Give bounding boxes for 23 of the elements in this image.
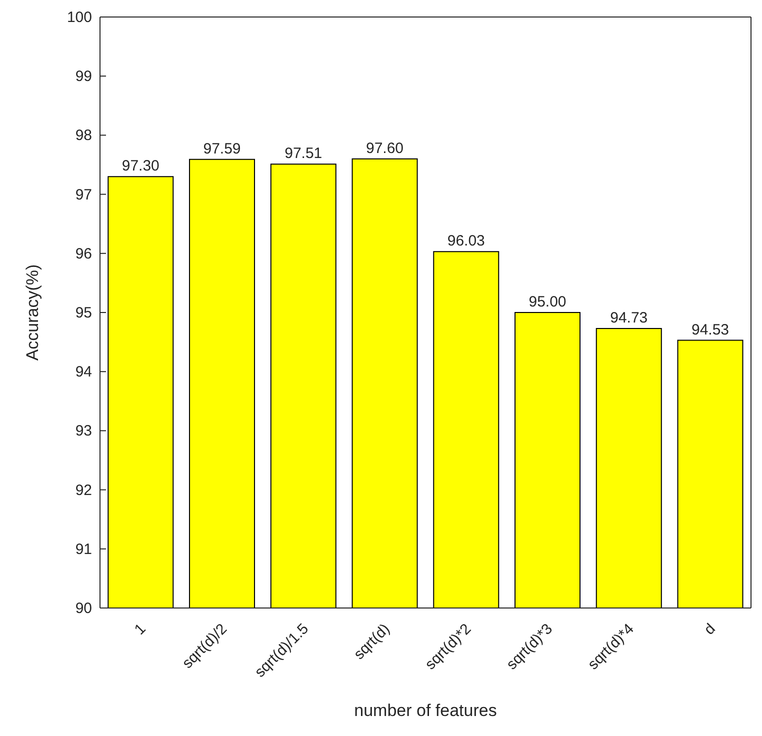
y-tick-label: 97 [75,186,92,204]
data-label: 97.59 [203,140,241,158]
y-tick-label: 92 [75,482,92,499]
x-tick-label: d [700,620,719,638]
x-axis-title: number of features [354,701,497,720]
data-label: 97.51 [284,145,322,162]
y-tick-label: 98 [75,127,92,144]
y-axis-title: Accuracy(%) [23,264,42,361]
y-tick-label: 95 [75,304,92,322]
data-label: 94.53 [691,321,730,338]
data-label: 97.30 [122,158,160,175]
y-tick-label: 100 [66,9,92,26]
x-tick-label: 1 [131,620,150,638]
y-tick-label: 93 [75,422,92,440]
y-tick-label: 91 [75,540,92,558]
y-tick-label: 90 [75,600,92,617]
y-tick-label: 96 [75,245,92,262]
data-label: 95.00 [528,294,566,310]
data-label: 97.60 [366,140,404,157]
y-tick-label: 99 [75,68,92,86]
y-tick-label: 94 [75,364,92,381]
data-label: 96.03 [447,232,485,250]
data-label: 94.73 [610,309,648,326]
